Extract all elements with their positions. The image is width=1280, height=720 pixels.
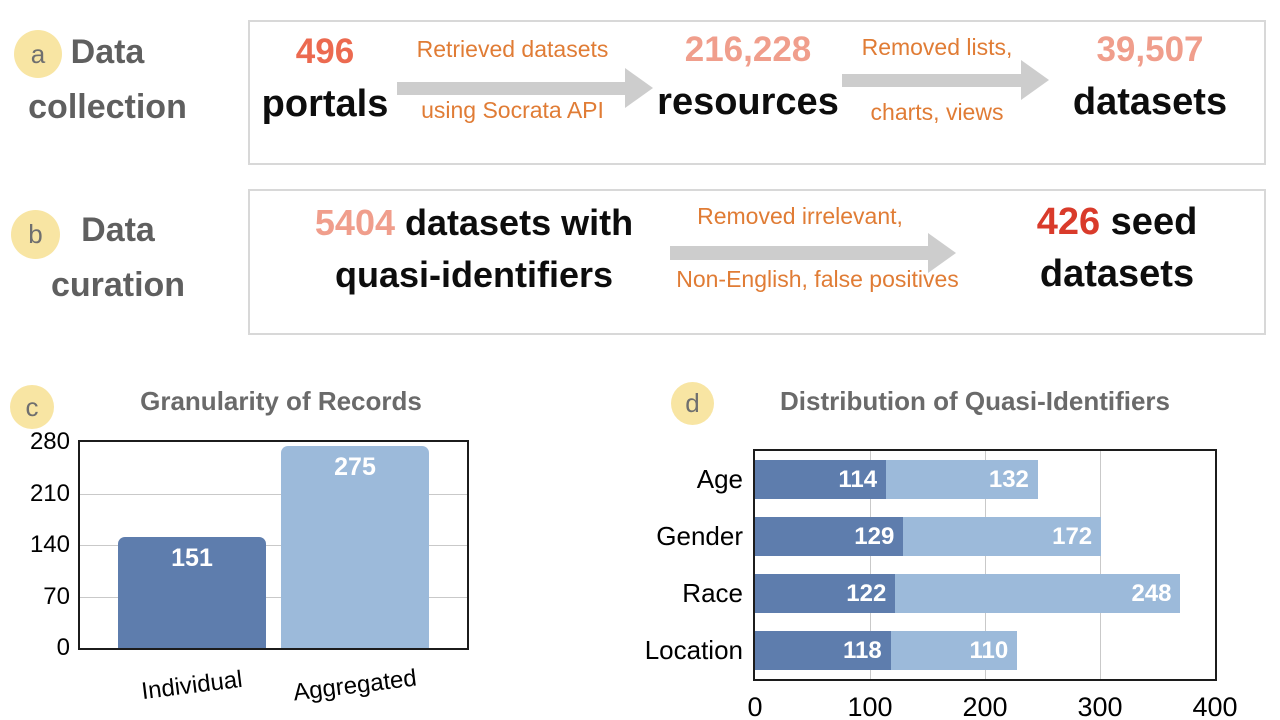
section-d-badge: d: [671, 382, 714, 425]
gridline: [985, 451, 986, 679]
x-tick-label: 100: [847, 692, 893, 720]
portals-label: portals: [261, 83, 389, 125]
x-category-label: Individual: [139, 665, 244, 706]
curation-result-text: 426 seed datasets: [988, 196, 1246, 300]
gridline: [80, 545, 467, 546]
section-b-badge: b: [11, 210, 60, 259]
bar-segment-location: 118: [755, 631, 891, 670]
arrow2-caption-bottom: charts, views: [870, 99, 1004, 125]
section-b-badge-letter: b: [28, 219, 43, 249]
section-c-badge: c: [10, 385, 54, 429]
seed-datasets-label-line1: seed: [1110, 201, 1198, 243]
gridline: [80, 596, 467, 598]
gridline: [80, 493, 467, 495]
bar-value-label: 275: [334, 452, 376, 481]
bar-segment-age: 114: [755, 460, 887, 499]
bar-segment-age: 132: [886, 460, 1038, 499]
quasi-datasets-count: 5404: [314, 202, 395, 243]
section-a-heading: Data collection: [5, 25, 210, 135]
arrow-removed-irrelevant: [670, 232, 960, 274]
flow-node-resources: 216,228 resources: [648, 28, 848, 126]
granularity-chart-plot: 0 70 140 210 280 151 Individual 275 Aggregated: [30, 428, 469, 706]
curation-source-text: 5404 datasets with quasi-identifiers: [283, 197, 665, 301]
section-d-badge-letter: d: [685, 388, 700, 418]
arrow1-caption-top: Retrieved datasets: [416, 36, 609, 62]
y-tick-label: 210: [29, 479, 70, 507]
arrow2-caption-top: Removed lists,: [861, 34, 1013, 60]
segment-value-label: 118: [842, 636, 882, 664]
x-tick-label: 200: [962, 692, 1008, 720]
resources-label: resources: [657, 81, 839, 123]
x-tick-label: 400: [1192, 692, 1238, 720]
arrow-shaft: [842, 74, 1021, 87]
datasets-count: 39,507: [1096, 30, 1204, 69]
bar-segment-race: 248: [895, 574, 1181, 613]
arrow1-caption-bottom: using Socrata API: [421, 97, 604, 123]
section-a-badge-letter: a: [30, 38, 46, 69]
y-tick-label: 70: [43, 582, 70, 610]
seed-datasets-count: 426: [1036, 201, 1101, 243]
quasi-datasets-label-line1: datasets with: [405, 202, 634, 243]
bar-segment-gender: 172: [903, 517, 1102, 556]
section-b-heading: Data curation: [12, 203, 224, 313]
bar-individual: 151: [118, 536, 266, 648]
y-category-label: Age: [696, 464, 743, 494]
segment-value-label: 122: [846, 579, 887, 607]
segment-value-label: 110: [969, 636, 1009, 664]
section-c-badge-letter: c: [25, 391, 39, 422]
segment-value-label: 132: [988, 465, 1029, 493]
x-tick-label: 0: [747, 692, 763, 720]
bar-segment-gender: 129: [755, 517, 904, 556]
chart-c-title: Granularity of Records: [140, 386, 422, 416]
x-tick-label: 300: [1077, 692, 1123, 720]
quasi-identifier-chart-plot: 0 100 200 300 400 Age 114 132 Gender 129 172 Race 12…: [645, 449, 1238, 720]
quasi-datasets-label-line2: quasi-identifiers: [334, 254, 614, 295]
gridline: [870, 451, 871, 679]
flow-node-datasets: 39,507 datasets: [1055, 28, 1245, 126]
arrow-shaft: [670, 246, 928, 260]
seed-datasets-label-line2: datasets: [1039, 253, 1195, 295]
arrow-removed-lists: [842, 60, 1049, 100]
y-category-label: Race: [682, 578, 743, 608]
bar-aggregated: 275: [281, 445, 429, 648]
arrow-retrieved-datasets: [397, 68, 653, 108]
arrow3-caption-bottom: Non-English, false positives: [676, 266, 959, 292]
flow-node-portals: 496 portals: [250, 30, 400, 128]
y-category-label: Gender: [656, 521, 743, 551]
segment-value-label: 114: [838, 465, 878, 493]
arrow-head-icon: [625, 68, 653, 108]
arrow-head-icon: [1021, 60, 1049, 100]
segment-value-label: 248: [1131, 579, 1172, 607]
y-tick-label: 280: [29, 428, 70, 455]
bar-value-label: 151: [171, 543, 213, 572]
data-curation-box: [248, 189, 1266, 335]
y-category-label: Location: [644, 635, 743, 665]
datasets-label: datasets: [1072, 81, 1228, 123]
bar-segment-race: 122: [755, 574, 896, 613]
resources-count: 216,228: [684, 30, 812, 69]
gridline: [1100, 451, 1101, 679]
segment-value-label: 172: [1052, 522, 1093, 550]
section-a-heading-line1: Data: [70, 33, 145, 71]
arrow3-caption-top: Removed irrelevant,: [697, 203, 903, 229]
segment-value-label: 129: [854, 522, 895, 550]
y-tick-label: 140: [29, 531, 70, 558]
section-b-heading-line2: curation: [50, 266, 186, 304]
bar-segment-location: 110: [890, 631, 1018, 670]
arrow-shaft: [397, 82, 625, 95]
section-a-badge: a: [14, 30, 62, 78]
section-a-heading-line2: collection: [28, 88, 187, 126]
section-b-heading-line1: Data: [81, 211, 155, 249]
y-tick-label: 0: [56, 634, 70, 661]
x-category-label: Aggregated: [291, 664, 419, 707]
portals-count: 496: [295, 32, 355, 71]
chart-d-title: Distribution of Quasi-Identifiers: [779, 386, 1170, 416]
arrow-head-icon: [928, 233, 956, 273]
